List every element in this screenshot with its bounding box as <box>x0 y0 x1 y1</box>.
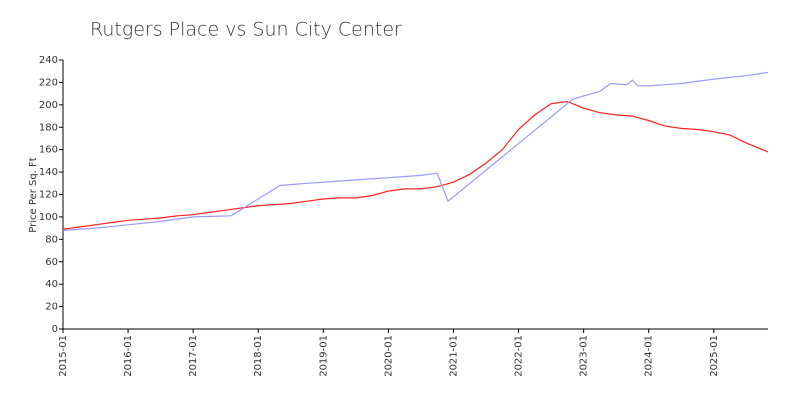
y-tick-label: 120 <box>39 190 58 201</box>
x-tick-label: 2021-01 <box>448 335 459 377</box>
y-tick-label: 140 <box>39 167 58 178</box>
x-tick-label: 2017-01 <box>188 335 199 377</box>
series-line <box>62 71 769 231</box>
y-tick-label: 40 <box>45 279 58 290</box>
y-tick-label: 240 <box>39 55 58 66</box>
x-tick-label: 2015-01 <box>58 335 69 377</box>
x-tick-label: 2019-01 <box>318 335 329 377</box>
x-tick-label: 2023-01 <box>579 335 590 377</box>
x-tick-label: 2016-01 <box>123 335 134 377</box>
y-tick-label: 160 <box>39 145 58 156</box>
series-line <box>62 100 769 230</box>
x-tick-label: 2018-01 <box>253 335 264 377</box>
chart-title: Rutgers Place vs Sun City Center <box>90 19 402 41</box>
x-tick-label: 2025-01 <box>709 335 720 377</box>
y-tick-label: 20 <box>45 302 58 313</box>
x-tick-label: 2020-01 <box>383 335 394 377</box>
y-tick-label: 220 <box>39 77 58 88</box>
x-tick-label: 2024-01 <box>644 335 655 377</box>
y-axis-label: Price Per Sq. Ft <box>28 157 39 232</box>
y-tick-label: 200 <box>39 100 58 111</box>
y-tick-label: 0 <box>52 324 58 335</box>
y-tick-label: 60 <box>45 257 58 268</box>
y-tick-label: 100 <box>39 212 58 223</box>
x-tick-label: 2022-01 <box>514 335 525 377</box>
y-tick-label: 80 <box>45 234 58 245</box>
y-tick-label: 180 <box>39 122 58 133</box>
